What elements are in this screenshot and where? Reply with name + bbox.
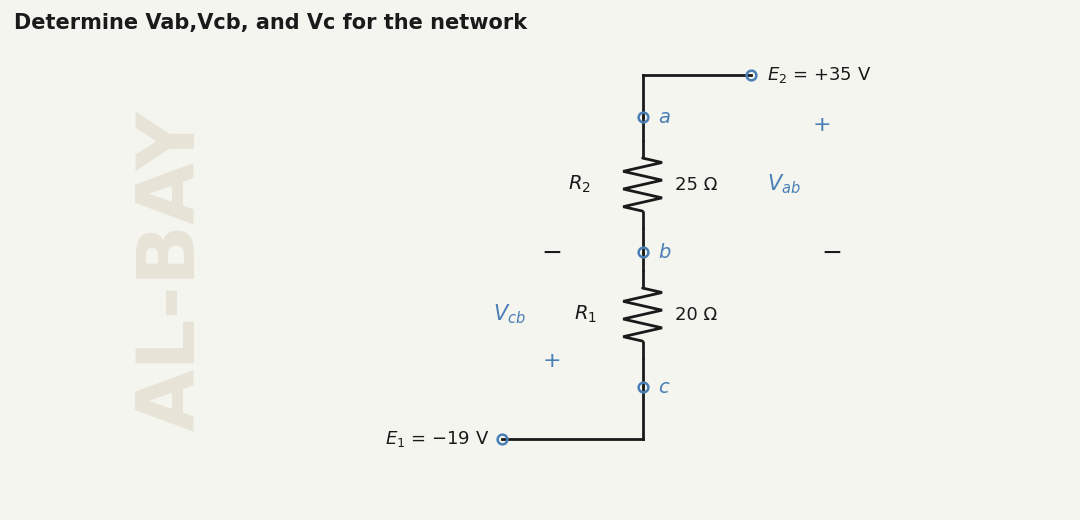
Text: $-$: $-$ <box>822 240 841 264</box>
Text: $a$: $a$ <box>658 108 671 126</box>
Text: 20 Ω: 20 Ω <box>675 306 717 323</box>
Text: Determine Vab,Vcb, and Vc for the network: Determine Vab,Vcb, and Vc for the networ… <box>14 13 527 33</box>
Text: $+$: $+$ <box>542 352 559 371</box>
Text: $V_{cb}$: $V_{cb}$ <box>494 303 526 327</box>
Text: $R_1$: $R_1$ <box>575 304 597 325</box>
Text: $+$: $+$ <box>812 115 829 135</box>
Text: $R_2$: $R_2$ <box>568 174 591 195</box>
Text: $V_{ab}$: $V_{ab}$ <box>767 173 800 197</box>
Text: $c$: $c$ <box>658 378 671 397</box>
Text: 25 Ω: 25 Ω <box>675 176 717 193</box>
Text: $E_1$ = −19 V: $E_1$ = −19 V <box>384 430 489 449</box>
Text: AL-BAY: AL-BAY <box>134 110 212 431</box>
Text: $b$: $b$ <box>658 243 671 262</box>
Text: $-$: $-$ <box>541 240 561 264</box>
Text: $E_2$ = +35 V: $E_2$ = +35 V <box>767 66 872 85</box>
